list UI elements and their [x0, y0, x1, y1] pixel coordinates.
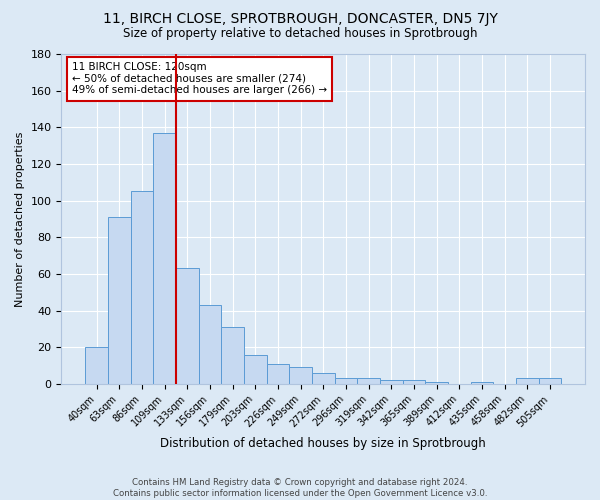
Bar [425, 382, 448, 384]
Bar [85, 348, 108, 384]
Text: Size of property relative to detached houses in Sprotbrough: Size of property relative to detached ho… [123, 28, 477, 40]
Bar [153, 133, 176, 384]
Bar [266, 364, 289, 384]
Bar [470, 382, 493, 384]
Bar [403, 380, 425, 384]
Bar [244, 354, 266, 384]
Text: 11, BIRCH CLOSE, SPROTBROUGH, DONCASTER, DN5 7JY: 11, BIRCH CLOSE, SPROTBROUGH, DONCASTER,… [103, 12, 497, 26]
Y-axis label: Number of detached properties: Number of detached properties [15, 132, 25, 306]
Bar [108, 217, 131, 384]
Bar [176, 268, 199, 384]
X-axis label: Distribution of detached houses by size in Sprotbrough: Distribution of detached houses by size … [160, 437, 486, 450]
Bar [221, 327, 244, 384]
Bar [199, 305, 221, 384]
Text: 11 BIRCH CLOSE: 120sqm
← 50% of detached houses are smaller (274)
49% of semi-de: 11 BIRCH CLOSE: 120sqm ← 50% of detached… [72, 62, 327, 96]
Bar [516, 378, 539, 384]
Bar [289, 368, 312, 384]
Text: Contains HM Land Registry data © Crown copyright and database right 2024.
Contai: Contains HM Land Registry data © Crown c… [113, 478, 487, 498]
Bar [380, 380, 403, 384]
Bar [312, 373, 335, 384]
Bar [131, 192, 153, 384]
Bar [335, 378, 357, 384]
Bar [539, 378, 561, 384]
Bar [357, 378, 380, 384]
